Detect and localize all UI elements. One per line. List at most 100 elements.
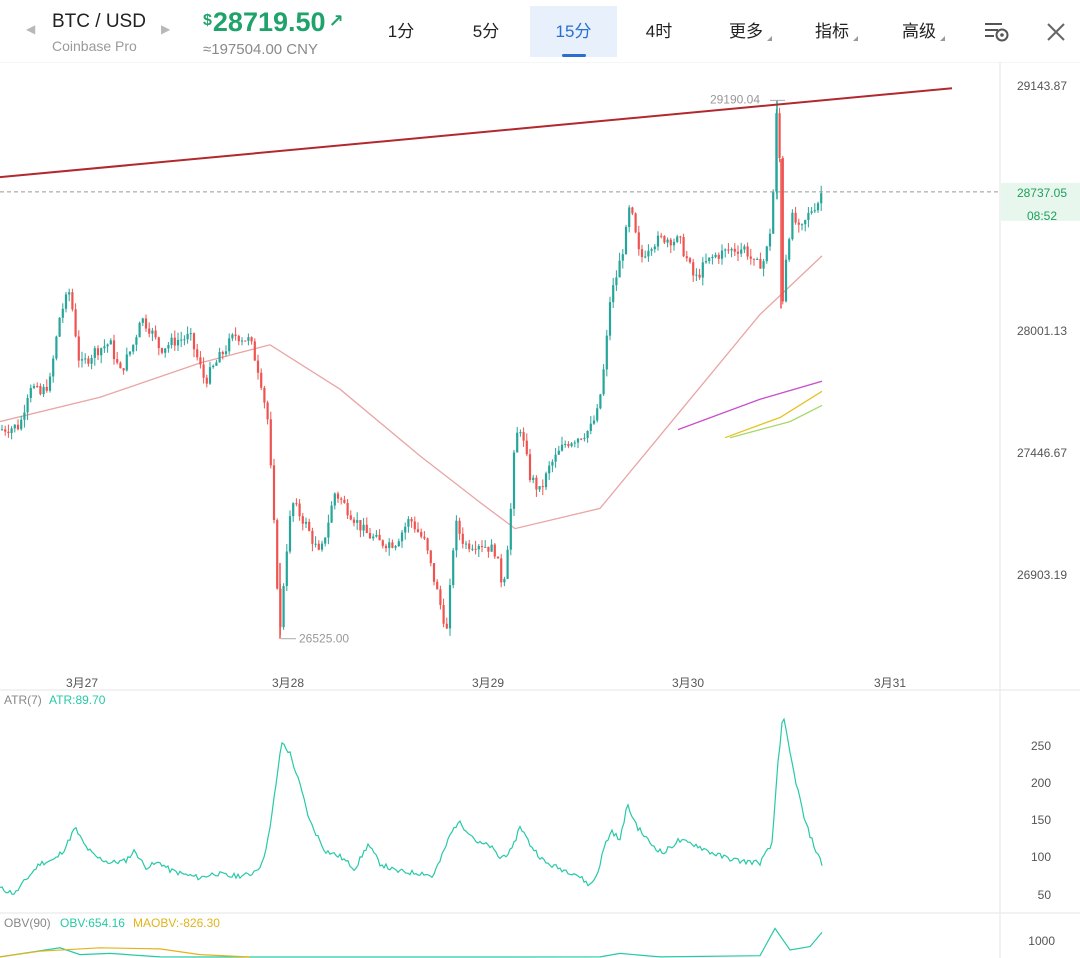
candle-body	[16, 424, 20, 430]
candle-body	[58, 317, 61, 337]
candle-body	[640, 249, 644, 258]
candle-body	[352, 519, 356, 523]
candle-body	[292, 503, 295, 517]
candle-body	[269, 419, 272, 466]
x-tick-label: 3月27	[66, 676, 98, 690]
candle-body	[260, 372, 263, 388]
symbol-title[interactable]: BTC / USD	[52, 11, 146, 32]
candle-body	[112, 340, 116, 360]
candle-body	[381, 540, 384, 546]
candle-body	[84, 358, 87, 360]
candle-body	[676, 236, 679, 242]
close-icon[interactable]	[1045, 21, 1067, 43]
candle-body	[452, 550, 455, 586]
candle-body	[266, 402, 269, 420]
candle-body	[800, 224, 804, 226]
more-menu[interactable]: 更多	[729, 6, 772, 57]
candle-body	[368, 533, 372, 539]
candle-body	[349, 515, 352, 520]
candle-body	[308, 521, 311, 531]
candle-body	[672, 241, 676, 246]
candle-body	[314, 543, 317, 545]
candle-body	[490, 544, 493, 552]
next-symbol-icon[interactable]: ▶	[161, 22, 171, 36]
candle-body	[682, 237, 685, 257]
candle-body	[234, 334, 237, 336]
candle-body	[199, 357, 202, 365]
price-cny: ≈197504.00 CNY	[203, 41, 318, 58]
candle-body	[202, 364, 205, 378]
timeframe-label: 4时	[645, 22, 673, 41]
candle-body	[128, 351, 132, 355]
candle-body	[132, 344, 135, 352]
x-tick-label: 3月31	[874, 676, 906, 690]
candle-body	[317, 543, 320, 550]
timeframe-1m[interactable]: 1分	[372, 6, 430, 57]
candle-body	[288, 516, 292, 552]
candle-body	[458, 520, 461, 534]
header-bar: ◀ BTC / USD Coinbase Pro ▶ $28719.50 ↗ ≈1…	[0, 0, 1080, 62]
candle-body	[26, 397, 29, 413]
candle-body	[340, 498, 343, 500]
candle-body	[599, 394, 602, 409]
obv-indicator-name: OBV(90)	[4, 916, 51, 930]
candle-body	[720, 250, 724, 259]
candle-body	[432, 563, 436, 582]
candle-body	[820, 193, 823, 204]
arrow-up-right-icon: ↗	[328, 11, 344, 31]
menu-label: 高级	[902, 22, 936, 41]
candle-body	[589, 423, 592, 431]
candle-body	[711, 257, 714, 259]
candle-body	[180, 339, 183, 341]
candle-body	[7, 431, 10, 434]
timeframe-4h[interactable]: 4时	[630, 6, 688, 57]
candle-body	[570, 443, 573, 447]
candle-body	[669, 239, 672, 246]
candle-body	[663, 236, 666, 243]
candle-body	[493, 544, 496, 557]
candle-body	[772, 191, 775, 234]
candle-body	[384, 545, 388, 549]
candle-body	[64, 294, 68, 309]
advanced-menu[interactable]: 高级	[902, 6, 945, 57]
candle-body	[42, 386, 45, 395]
prev-symbol-icon[interactable]: ◀	[26, 22, 36, 36]
x-tick-label: 3月30	[672, 676, 704, 690]
candle-body	[295, 503, 298, 505]
candle-body	[13, 424, 16, 429]
candle-body	[362, 524, 365, 531]
candle-body	[164, 348, 167, 353]
candle-body	[647, 250, 650, 257]
candle-body	[256, 360, 260, 373]
candle-body	[429, 550, 432, 564]
candle-body	[807, 212, 810, 221]
y-tick-label: 28001.13	[1017, 324, 1067, 338]
candle-body	[701, 262, 704, 278]
candle-body	[656, 235, 660, 247]
candle-body	[512, 452, 516, 509]
candle-body	[740, 249, 743, 254]
candle-body	[106, 344, 109, 347]
candle-body	[484, 546, 487, 548]
candle-body	[596, 408, 599, 421]
candle-body	[567, 444, 570, 447]
candle-body	[170, 337, 173, 346]
chart-settings-icon[interactable]	[984, 20, 1010, 44]
indicators-menu[interactable]: 指标	[815, 6, 858, 57]
timeframe-15m[interactable]: 15分	[530, 6, 617, 57]
last-price: $28719.50 ↗	[203, 7, 344, 38]
candle-body	[372, 536, 375, 539]
candle-body	[196, 349, 199, 358]
candle-body	[240, 340, 244, 342]
candle-body	[285, 551, 288, 587]
candle-body	[413, 521, 416, 530]
candle-body	[160, 348, 164, 353]
candle-body	[605, 335, 608, 370]
atr-tick-label: 50	[1038, 888, 1052, 902]
active-indicator	[561, 54, 586, 57]
candle-body	[592, 420, 596, 424]
candle-body	[391, 542, 394, 548]
timeframe-5m[interactable]: 5分	[457, 6, 515, 57]
candle-body	[224, 351, 228, 355]
